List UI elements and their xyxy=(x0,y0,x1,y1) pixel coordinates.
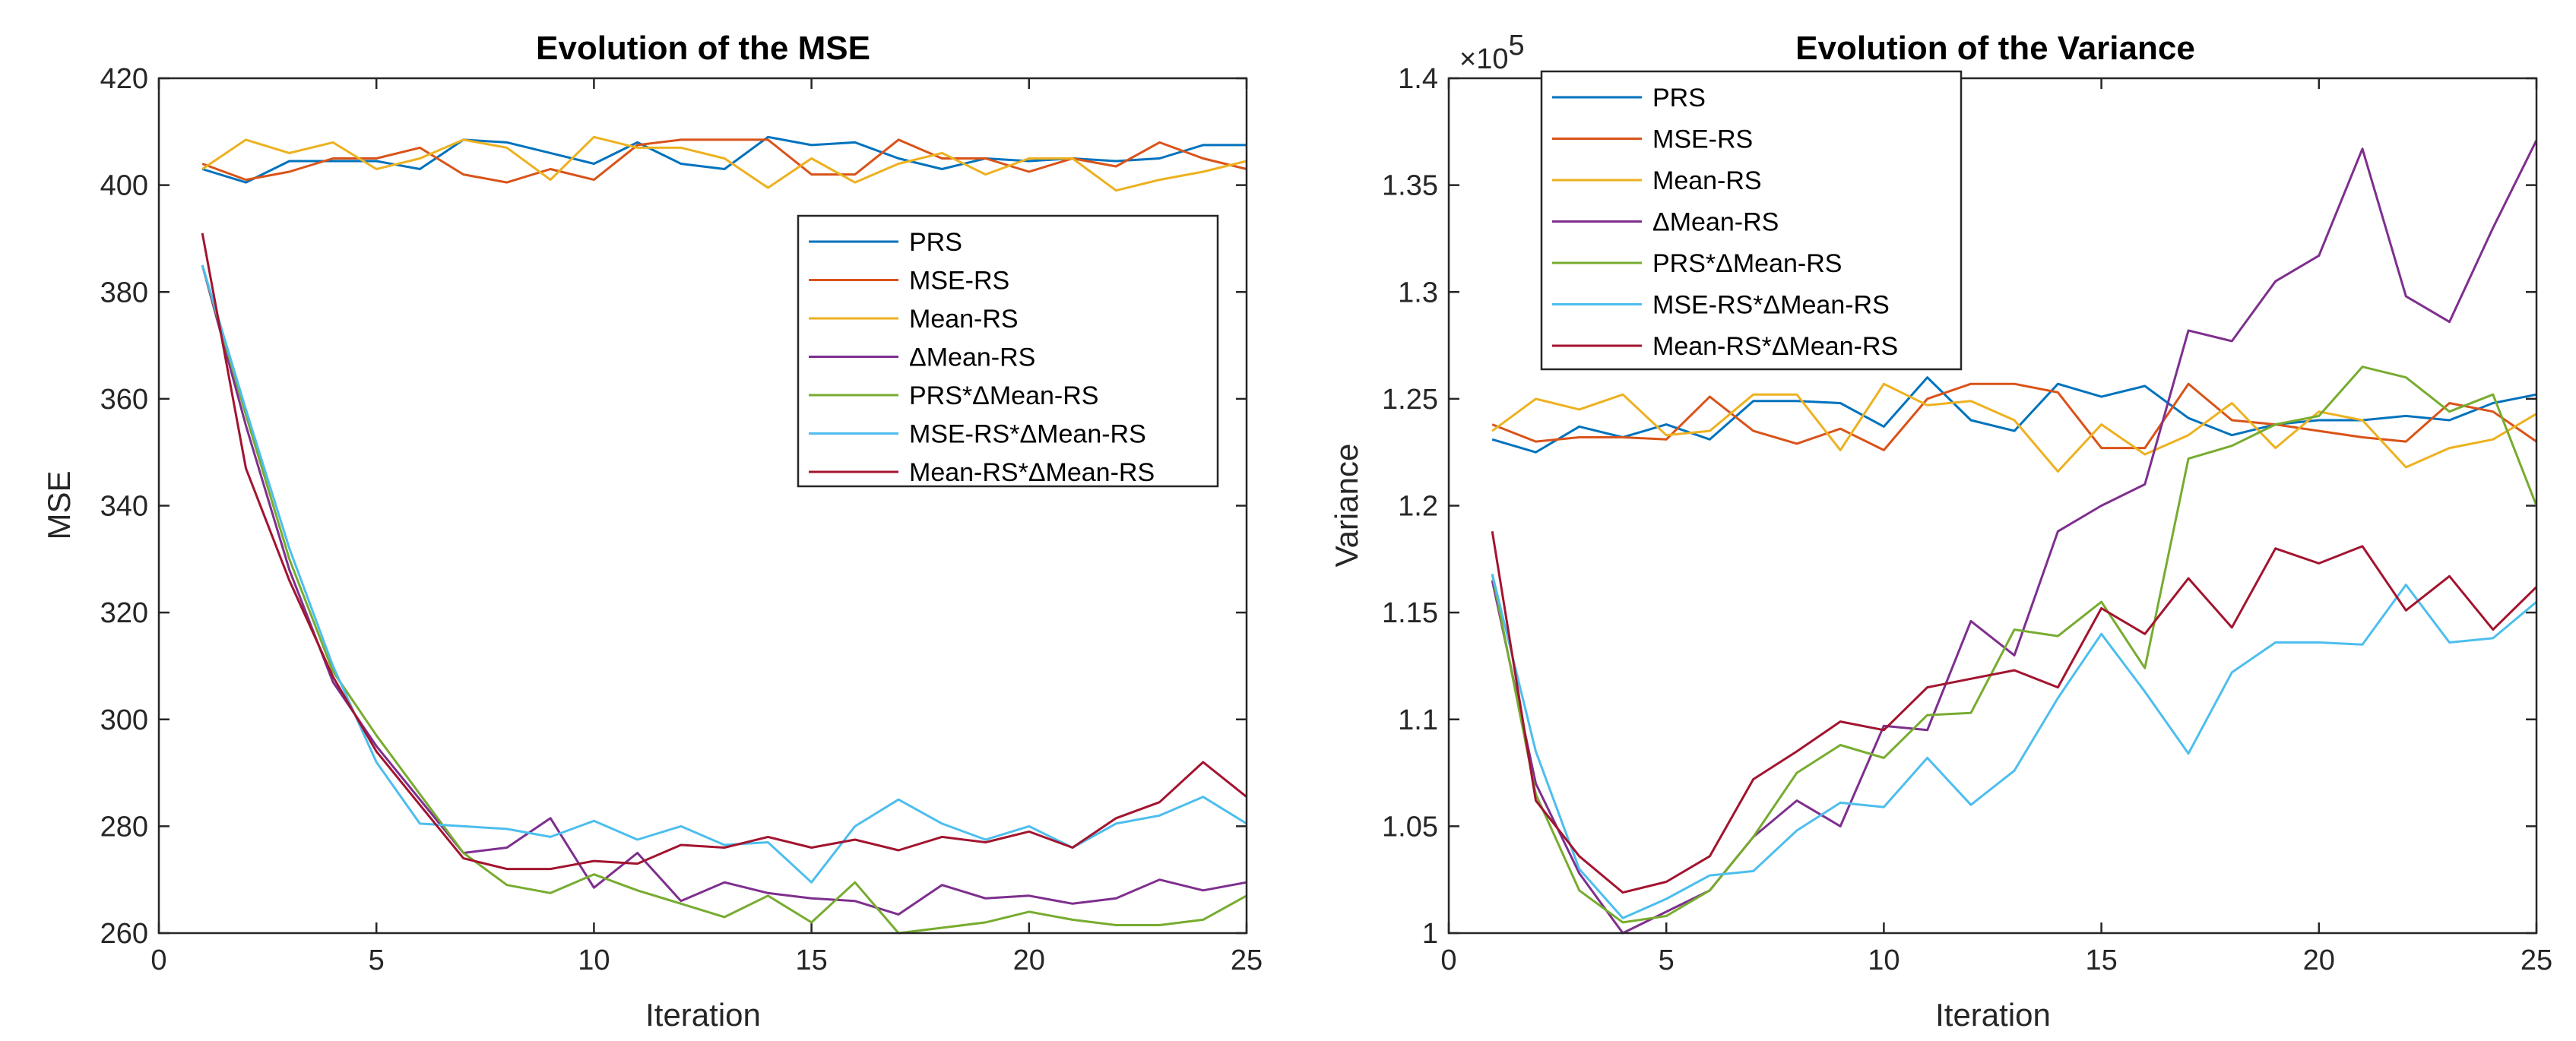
variance-legend: PRS MSE-RS Mean-RS ΔMean-RS PRS*ΔMean-RS MSE-… xyxy=(1540,70,1963,371)
variance-series-line-delta-mean-rs xyxy=(1491,139,2538,935)
mse-legend-box xyxy=(797,214,1219,488)
variance-series-line-mean-rs-x-delta-mean-rs xyxy=(1491,531,2538,894)
variance-x-axis-label: Iteration xyxy=(1935,997,2051,1033)
variance-legend-label-mean-rs-x-delta-mean-rs: Mean-RS*ΔMean-RS xyxy=(1652,332,1898,361)
variance-y-tick-label: 1.15 xyxy=(1382,597,1438,629)
variance-legend-label-prs: PRS xyxy=(1652,84,1706,112)
variance-legend-label-mse-rs-x-delta-mean-rs: MSE-RS*ΔMean-RS xyxy=(1652,291,1890,320)
variance-exponent-power: 5 xyxy=(1508,30,1524,62)
mse-plot-area xyxy=(159,78,1247,933)
mse-series-line-prs-x-delta-mean-rs xyxy=(201,264,1247,935)
variance-series-line-mse-rs-x-delta-mean-rs xyxy=(1491,574,2537,919)
mse-legend-label-delta-mean-rs: ΔMean-RS xyxy=(909,343,1035,372)
mse-x-tick-label: 15 xyxy=(795,944,827,976)
mse-y-tick-label: 380 xyxy=(100,277,148,309)
variance-plot-border xyxy=(1447,77,2538,935)
variance-y-tick-label: 1.2 xyxy=(1398,491,1438,523)
variance-y-tick-label: 1.1 xyxy=(1398,704,1438,736)
variance-y-tick-label: 1 xyxy=(1422,918,1438,950)
variance-series-line-mean-rs xyxy=(1491,382,2537,473)
mse-y-tick-label: 280 xyxy=(100,811,148,843)
variance-legend-box xyxy=(1540,70,1963,371)
variance-chart-title: Evolution of the Variance xyxy=(1795,30,2195,67)
variance-y-tick-label: 1.35 xyxy=(1382,170,1438,202)
mse-y-tick-label: 420 xyxy=(100,63,148,95)
variance-y-axis-label: Variance xyxy=(1329,444,1364,568)
mse-x-tick-label: 20 xyxy=(1013,944,1045,976)
mse-y-tick-label: 320 xyxy=(100,597,148,629)
mse-y-tick-label: 340 xyxy=(100,491,148,523)
variance-legend-label-mse-rs: MSE-RS xyxy=(1652,125,1753,154)
mse-series-line-mean-rs-x-delta-mean-rs xyxy=(201,233,1247,871)
variance-chart: Evolution of the Variance ×105 0 5 10 15 20 2… xyxy=(1329,30,2552,1033)
variance-exponent-base: ×10 xyxy=(1459,43,1508,75)
variance-y-tick-label: 1.4 xyxy=(1398,63,1438,95)
mse-chart: Evolution of the MSE 0 5 10 15 20 25 260 280 30… xyxy=(41,30,1263,1033)
variance-x-tick-label: 0 xyxy=(1440,944,1456,976)
variance-x-tick-label: 25 xyxy=(2521,944,2552,976)
mse-plot-border xyxy=(157,77,1248,935)
mse-x-tick-label: 25 xyxy=(1231,944,1263,976)
mse-y-tick-label: 360 xyxy=(100,384,148,416)
variance-series-lines xyxy=(1491,139,2538,935)
variance-series-line-prs-x-delta-mean-rs xyxy=(1491,365,2538,924)
variance-x-tick-label: 15 xyxy=(2085,944,2117,976)
mse-legend-label-prs: PRS xyxy=(909,228,962,257)
mse-legend-label-mse-rs-x-delta-mean-rs: MSE-RS*ΔMean-RS xyxy=(909,420,1146,449)
mse-y-tick-label: 260 xyxy=(100,918,148,950)
variance-y-tick-label: 1.05 xyxy=(1382,811,1438,843)
mse-x-tick-label: 10 xyxy=(578,944,610,976)
mse-x-tick-label: 5 xyxy=(369,944,385,976)
mse-chart-title: Evolution of the MSE xyxy=(536,30,870,67)
mse-y-tick-label: 400 xyxy=(100,170,148,202)
mse-series-line-mean-rs xyxy=(201,135,1247,192)
variance-series-line-mse-rs xyxy=(1491,382,2537,451)
mse-legend-label-mse-rs: MSE-RS xyxy=(909,267,1009,296)
mse-y-axis-label: MSE xyxy=(41,470,77,539)
mse-series-line-delta-mean-rs xyxy=(201,264,1247,916)
mse-y-tick-label: 300 xyxy=(100,704,148,736)
variance-exponent-label: ×105 xyxy=(1459,30,1525,75)
variance-legend-label-delta-mean-rs: ΔMean-RS xyxy=(1652,208,1779,237)
variance-x-tick-label: 10 xyxy=(1868,944,1900,976)
variance-x-tick-label: 20 xyxy=(2303,944,2335,976)
variance-legend-label-mean-rs: Mean-RS xyxy=(1652,166,1762,195)
variance-y-tick-label: 1.3 xyxy=(1398,277,1438,309)
variance-legend-label-prs-x-delta-mean-rs: PRS*ΔMean-RS xyxy=(1652,249,1842,278)
mse-x-axis-label: Iteration xyxy=(645,997,761,1033)
mse-legend-label-mean-rs: Mean-RS xyxy=(909,305,1019,334)
mse-legend-label-prs-x-delta-mean-rs: PRS*ΔMean-RS xyxy=(909,381,1098,410)
mse-series-lines xyxy=(201,135,1247,935)
mse-y-axis: 260 280 300 320 340 360 380 400 420 xyxy=(100,63,1247,950)
variance-y-tick-label: 1.25 xyxy=(1382,384,1438,416)
variance-x-tick-label: 5 xyxy=(1659,944,1675,976)
mse-legend: PRS MSE-RS Mean-RS ΔMean-RS PRS*ΔMean-RS MSE-… xyxy=(797,214,1219,488)
mse-x-tick-label: 0 xyxy=(151,944,166,976)
mse-legend-label-mean-rs-x-delta-mean-rs: Mean-RS*ΔMean-RS xyxy=(909,458,1155,487)
